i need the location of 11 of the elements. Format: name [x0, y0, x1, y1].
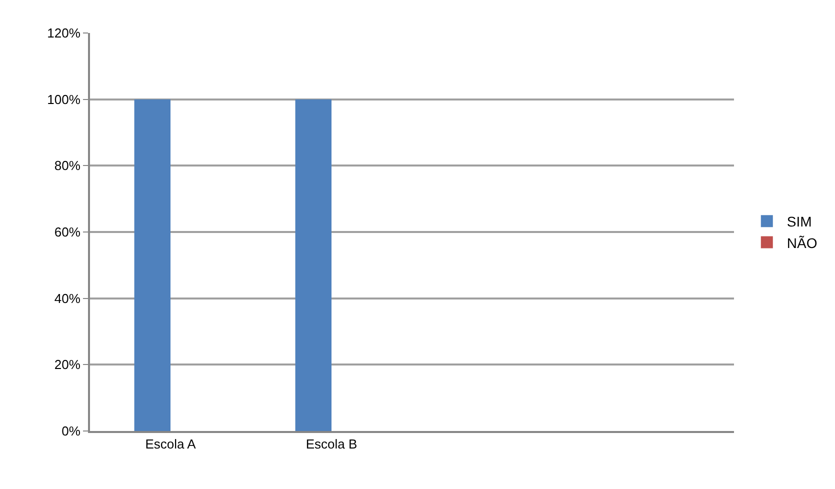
- y-tick-label: 0%: [62, 424, 81, 439]
- y-tick-label: 100%: [47, 92, 81, 107]
- y-tick-label: 20%: [54, 357, 81, 372]
- y-tick-label: 120%: [47, 26, 81, 41]
- x-tick-label: Escola A: [145, 436, 196, 452]
- y-tick-label: 80%: [54, 158, 81, 174]
- x-tick-label: Escola B: [306, 436, 358, 452]
- y-tick-label: 60%: [54, 224, 81, 240]
- y-tick-label: 40%: [54, 290, 81, 306]
- legend-label: NÃO: [786, 234, 818, 251]
- legend-label: SIM: [786, 214, 812, 230]
